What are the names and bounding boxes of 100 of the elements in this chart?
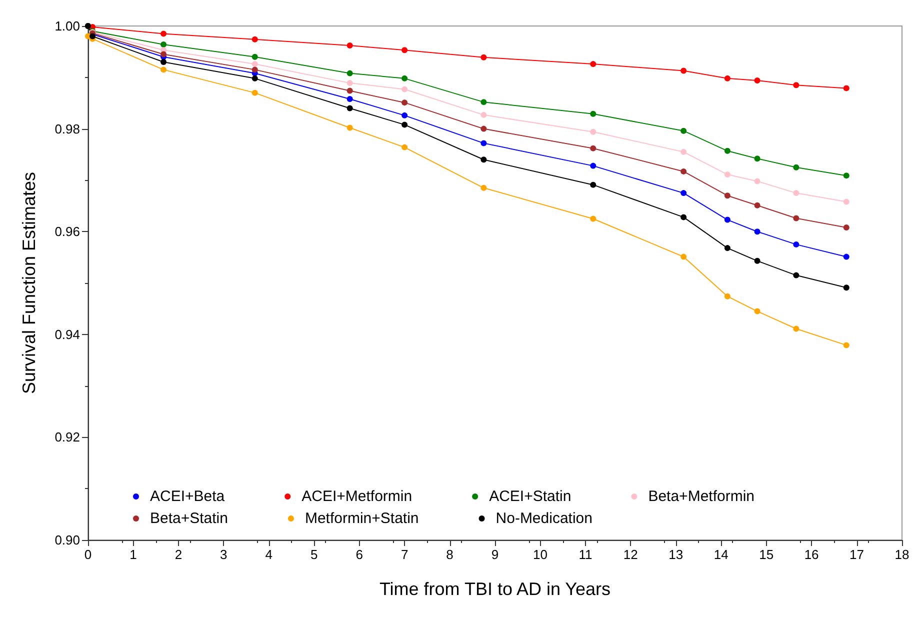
point (252, 36, 258, 42)
point (402, 112, 408, 118)
point (590, 145, 596, 152)
point (402, 47, 408, 54)
point (754, 156, 760, 162)
legend-label: No-Medication (496, 510, 592, 527)
x-tick-label: 10 (532, 547, 548, 562)
point (480, 156, 487, 163)
legend-label: Beta+Statin (150, 510, 228, 527)
x-tick-label: 8 (446, 547, 454, 562)
y-tick-label: 1.00 (54, 18, 80, 34)
point (724, 293, 730, 300)
legend-label: Metformin+Statin (304, 510, 419, 527)
point (793, 82, 800, 88)
x-tick-label: 2 (174, 547, 182, 562)
point (680, 148, 687, 155)
point (843, 85, 850, 92)
point (252, 54, 258, 60)
point (754, 308, 760, 314)
point (590, 162, 596, 169)
point (590, 61, 596, 68)
legend-label: ACEI+Metformin (302, 488, 412, 505)
y-tick-label: 0.96 (54, 224, 80, 240)
point (754, 228, 760, 235)
x-tick-label: 14 (714, 547, 728, 562)
point (724, 245, 730, 252)
point (252, 90, 258, 96)
point (793, 164, 800, 170)
x-tick-label: 17 (850, 547, 864, 562)
point (346, 105, 353, 112)
point (754, 178, 760, 184)
legend-label: ACEI+Statin (489, 488, 572, 505)
point (793, 272, 800, 278)
point (754, 77, 760, 84)
x-axis-title: Time from TBI to AD in Years (379, 579, 611, 599)
point (480, 140, 487, 146)
point (680, 128, 687, 134)
point (680, 254, 687, 260)
point (402, 86, 408, 92)
point (346, 70, 353, 76)
point (346, 124, 353, 131)
point (402, 100, 408, 106)
x-tick-label: 12 (623, 547, 638, 562)
point (252, 66, 258, 73)
point (590, 110, 596, 117)
point (346, 80, 353, 86)
x-tick-label: 5 (310, 547, 318, 562)
point (843, 284, 850, 291)
point (724, 172, 730, 178)
legend-label: Beta+Metformin (648, 488, 754, 505)
point (843, 342, 850, 348)
point (252, 61, 258, 68)
x-tick-label: 13 (668, 547, 684, 562)
point (843, 254, 850, 260)
point (724, 216, 730, 223)
point (843, 224, 850, 230)
point (680, 68, 687, 74)
x-tick-label: 0 (84, 547, 92, 562)
point (793, 215, 800, 222)
point (160, 58, 167, 65)
point (754, 202, 760, 208)
x-tick-label: 7 (400, 547, 408, 562)
x-tick-label: 16 (804, 547, 819, 562)
y-tick-label: 0.92 (54, 430, 80, 445)
point (724, 148, 730, 154)
point (346, 96, 353, 102)
point (724, 192, 730, 199)
point (843, 172, 850, 179)
x-tick-label: 3 (220, 547, 228, 562)
point (160, 51, 167, 58)
point (793, 190, 800, 196)
point (346, 88, 353, 94)
y-tick-label: 0.98 (54, 121, 80, 136)
x-tick-label: 15 (759, 547, 774, 562)
point (680, 190, 687, 196)
point (480, 112, 487, 118)
point (480, 54, 487, 60)
x-tick-label: 4 (265, 547, 273, 562)
point (680, 168, 687, 174)
point (590, 128, 596, 135)
point (402, 122, 408, 128)
point (680, 214, 687, 220)
point (480, 126, 487, 132)
point (590, 182, 596, 188)
legend-label: ACEI+Beta (150, 488, 226, 505)
y-tick-label: 0.90 (54, 532, 80, 548)
point (480, 184, 487, 191)
x-tick-label: 6 (356, 547, 363, 562)
point (160, 30, 167, 37)
point (402, 75, 408, 82)
x-tick-label: 1 (130, 547, 137, 562)
point (793, 241, 800, 248)
point (346, 42, 353, 49)
point (793, 326, 800, 332)
point (252, 75, 258, 82)
point (402, 144, 408, 150)
y-axis-title: Survival Function Estimates (19, 172, 39, 394)
point (590, 216, 596, 222)
point (160, 42, 167, 48)
point (724, 75, 730, 82)
